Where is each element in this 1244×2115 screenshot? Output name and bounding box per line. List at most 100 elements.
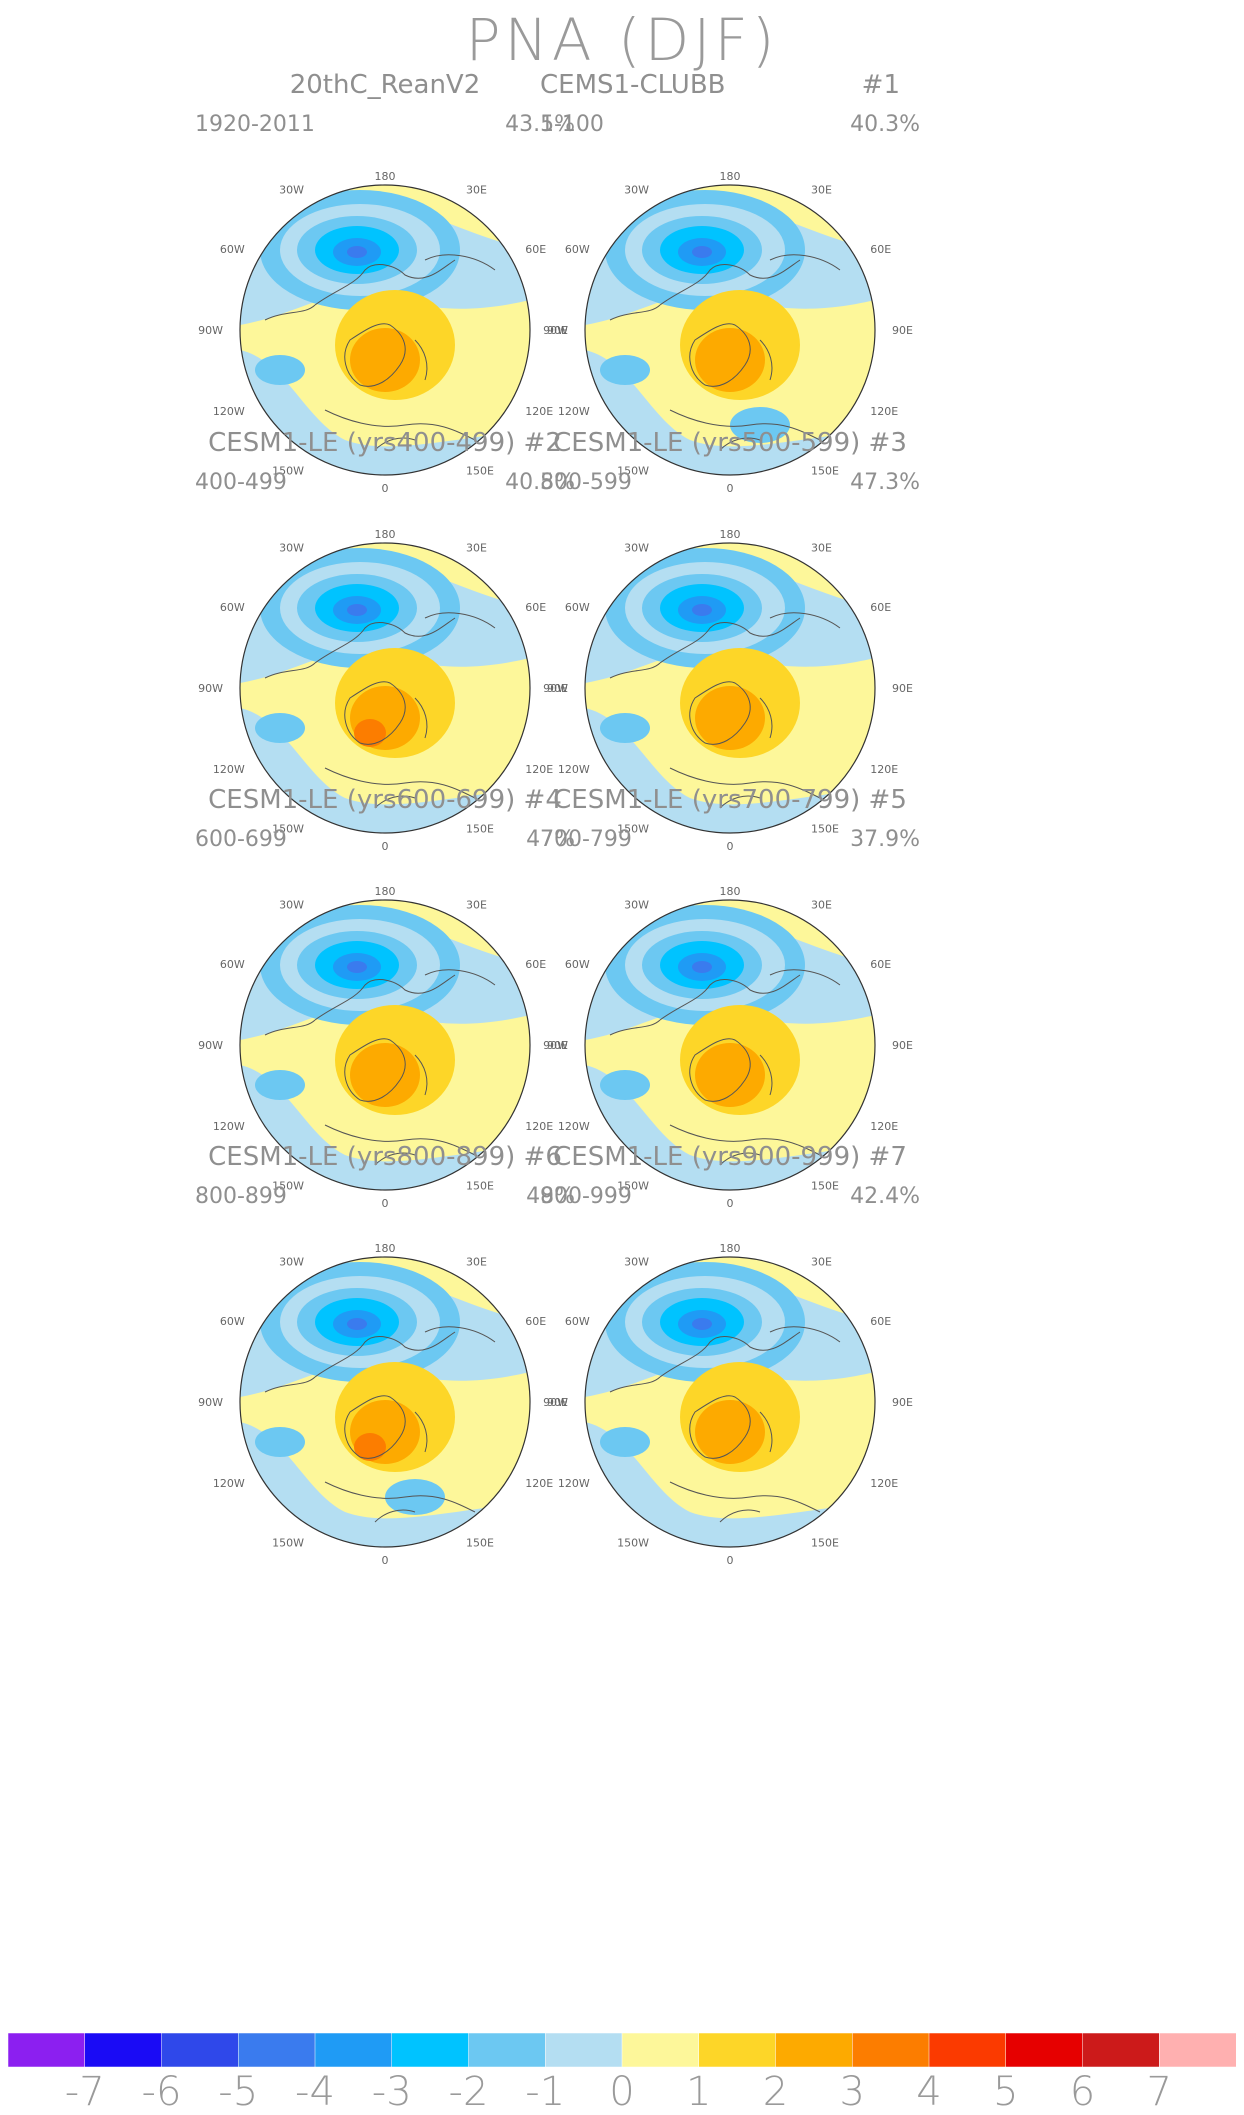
longitude-label: 150E: [811, 1536, 839, 1549]
coastline: [609, 1019, 661, 1036]
colorbar-tick-label: -1: [525, 2069, 566, 2115]
coastline: [374, 795, 416, 809]
contour-region: [600, 713, 650, 743]
atlantic-negative: [585, 1065, 875, 1190]
colorbar-tick-label: -3: [371, 2069, 412, 2115]
longitude-label: 60W: [565, 958, 590, 971]
longitude-label: 30W: [624, 542, 649, 555]
contour-region: [692, 961, 712, 973]
longitude-label: 30E: [466, 1256, 487, 1269]
longitude-label: 30E: [811, 899, 832, 912]
coastline: [324, 1124, 476, 1156]
coastline: [719, 795, 761, 809]
coastline: [324, 767, 476, 799]
longitude-label: 60W: [565, 243, 590, 256]
longitude-label: 30W: [279, 1256, 304, 1269]
contour-region: [695, 686, 765, 750]
coastline: [314, 974, 456, 1021]
longitude-label: 60E: [525, 1315, 546, 1328]
atlantic-negative: [240, 1065, 530, 1190]
map-panel: CESM1-LE (yrs900-999) #7 900-999 42.4% 180 0…: [500, 1142, 960, 1622]
longitude-label: 60E: [525, 243, 546, 256]
coastline: [669, 1481, 821, 1513]
contour-region: [354, 719, 386, 747]
longitude-label: 0: [382, 1197, 389, 1210]
longitude-label: 120E: [870, 405, 898, 418]
longitude-label: 90E: [892, 682, 913, 695]
longitude-label: 30E: [811, 1256, 832, 1269]
map-boundary: [239, 1256, 531, 1548]
longitude-label: 90W: [543, 682, 568, 695]
longitude-label: 0: [727, 840, 734, 853]
longitude-label: 150E: [811, 1179, 839, 1192]
coastline: [769, 969, 841, 986]
coastline: [414, 339, 428, 381]
contour-region: [385, 1479, 445, 1515]
coastline: [769, 1326, 841, 1343]
panel-title: CESM1-LE (yrs900-999) #7: [553, 1142, 907, 1172]
longitude-label: 30W: [624, 184, 649, 197]
longitude-label: 30W: [279, 899, 304, 912]
colorbar-swatch: [775, 2033, 853, 2067]
coastline: [314, 617, 456, 664]
longitude-label: 150W: [617, 464, 649, 477]
map-panel: CESM1-LE (yrs700-799) #5 700-799 37.9% 180 0…: [500, 785, 960, 1265]
figure-title: PNA (DJF): [465, 6, 779, 74]
longitude-label: 120W: [558, 1120, 590, 1133]
longitude-label: 60W: [220, 958, 245, 971]
contour-region: [354, 1433, 386, 1461]
contour-region: [692, 1318, 712, 1330]
longitude-label: 180: [720, 528, 741, 541]
longitude-label: 180: [375, 170, 396, 183]
longitude-label: 90W: [543, 324, 568, 337]
coastline: [414, 697, 428, 739]
longitude-label: 90E: [547, 1039, 568, 1052]
longitude-label: 150W: [617, 822, 649, 835]
run-number: #1: [861, 70, 900, 100]
colorbar-swatch: [1159, 2033, 1236, 2067]
longitude-label: 0: [382, 1554, 389, 1567]
coastline: [769, 254, 841, 271]
longitude-label: 90E: [892, 1039, 913, 1052]
longitude-label: 120E: [525, 1477, 553, 1490]
coastline: [424, 969, 496, 986]
coastline: [374, 1509, 416, 1523]
longitude-label: 120E: [525, 1120, 553, 1133]
panel-title: CESM1-LE (yrs400-499) #2: [208, 428, 562, 458]
panel-title: CEMS1-CLUBB: [540, 70, 726, 100]
coastline: [264, 662, 316, 679]
explained-variance: 43.5%: [505, 112, 575, 137]
year-range: 800-899: [195, 1184, 287, 1209]
year-range: 1-100: [540, 112, 604, 137]
colorbar-swatch: [1082, 2033, 1160, 2067]
contour-region: [692, 246, 712, 258]
contour-region: [695, 1043, 765, 1107]
colorbar-swatch: [1005, 2033, 1084, 2067]
longitude-label: 60E: [870, 1315, 891, 1328]
panel-title: CESM1-LE (yrs500-599) #3: [553, 428, 907, 458]
colorbar-tick-label: 2: [762, 2069, 789, 2115]
longitude-label: 90W: [198, 1396, 223, 1409]
longitude-label: 150W: [617, 1536, 649, 1549]
coastline: [719, 1509, 761, 1523]
explained-variance: 48%: [526, 1184, 575, 1209]
coastline: [324, 1481, 476, 1513]
coastline: [344, 1038, 406, 1102]
coastline: [669, 1124, 821, 1156]
atlantic-negative: [585, 350, 875, 475]
contour-region: [350, 328, 420, 392]
coastline: [324, 409, 476, 441]
longitude-label: 150E: [466, 822, 494, 835]
map-boundary: [239, 899, 531, 1191]
longitude-label: 90E: [547, 324, 568, 337]
longitude-label: 30E: [466, 184, 487, 197]
contour-region: [347, 961, 367, 973]
contour-region: [347, 604, 367, 616]
contour-region: [692, 604, 712, 616]
coastline: [314, 259, 456, 306]
